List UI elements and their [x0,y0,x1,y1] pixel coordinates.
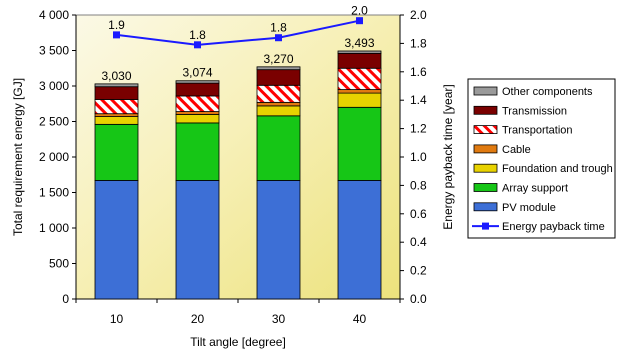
legend-label-pv-module: PV module [502,202,556,214]
total-labels-group: 3,030 3,074 3,270 3,493 [101,36,374,83]
bar-segment-cable [94,113,139,117]
total-value-label: 3,030 [101,69,131,83]
legend-swatch-array-support [473,183,498,192]
right-tick-label: 0.8 [410,178,427,192]
bar-segment-pv-module [94,180,139,300]
legend-label-energy-payback-time: Energy payback time [502,221,605,233]
payback-time-label: 1.8 [270,21,287,35]
legend-label-cable: Cable [502,144,531,156]
payback-line-group: 1.9 1.8 1.8 2.0 [108,4,368,49]
legend-swatch-foundation-and-trough [473,163,498,173]
total-value-label: 3,270 [263,52,293,66]
right-tick-label: 0.4 [410,235,427,249]
x-tick-label: 30 [272,312,286,326]
bar-segment-transportation [94,99,139,115]
bar-segment-array-support [94,123,139,181]
payback-time-point [356,17,363,25]
right-tick-label: 0.2 [410,264,427,278]
right-tick-label: 1.8 [410,36,427,50]
payback-time-point [194,41,201,49]
right-tick-label: 0.6 [410,207,427,221]
right-tick-label: 1.2 [410,122,427,136]
left-axis: 0 500 1 000 1 500 2 000 2 500 3 000 3 500 4 000 [39,8,77,306]
bar-segment-array-support [256,115,301,181]
bar-segment-transmission [337,52,382,69]
legend-label-other-components: Other components [502,86,593,98]
bar-segment-cable [337,89,382,94]
right-tick-label: 1.6 [410,65,427,79]
right-tick-label: 2.0 [410,8,427,22]
legend-box [467,78,616,239]
bar-segment-other-components [256,66,301,71]
left-tick-label: 3 500 [39,44,69,58]
y-axis-right-title: Energy payback time [year] [441,84,455,229]
bar-segment-transmission [175,82,220,97]
legend-label-array-support: Array support [502,183,568,195]
bar-segment-pv-module [175,180,220,300]
payback-time-point [113,31,120,39]
payback-time-label: 2.0 [351,4,368,18]
bar-segment-transportation [175,95,220,112]
bars-group [94,50,382,300]
bar-segment-foundation-and-trough [175,114,220,124]
bar-segment-cable [175,111,220,115]
legend: Other components Transmission Transportati… [467,78,616,239]
x-tick-label: 10 [110,312,124,326]
right-tick-label: 1.0 [410,150,427,164]
legend-marker-energy-payback-time [482,222,489,230]
bar-segment-other-components [94,83,139,88]
legend-swatch-transportation [473,125,498,134]
total-value-label: 3,074 [182,66,212,80]
bar-segment-transmission [256,69,301,86]
bar-segment-foundation-and-trough [94,116,139,125]
left-tick-label: 4 000 [39,8,69,22]
x-axis: 10 20 30 40 [75,298,401,326]
legend-swatch-pv-module [473,202,498,212]
legend-swatch-transmission [473,105,498,115]
total-value-label: 3,493 [344,36,374,50]
bar-segment-pv-module [337,180,382,300]
payback-time-label: 1.8 [189,28,206,42]
bar-segment-array-support [175,122,220,181]
right-axis: 0.0 0.2 0.4 0.6 0.8 1.0 1.2 1.4 1.6 1.8 2.0 [399,8,427,306]
payback-time-label: 1.9 [108,18,125,32]
bar-segment-transportation [256,84,301,103]
legend-label-foundation-and-trough: Foundation and trough [502,163,613,175]
payback-time-point [275,34,282,42]
left-tick-label: 1 500 [39,186,69,200]
left-tick-label: 500 [49,257,69,271]
x-axis-title: Tilt angle [degree] [190,335,286,349]
payback-time-line [116,19,360,46]
left-tick-label: 0 [62,292,69,306]
bar-segment-foundation-and-trough [256,105,301,117]
legend-label-transportation: Transportation [502,125,573,137]
x-tick-label: 40 [353,312,367,326]
left-tick-label: 3 000 [39,79,69,93]
bar-segment-array-support [337,106,382,181]
bar-segment-other-components [337,50,382,54]
left-tick-label: 1 000 [39,221,69,235]
bar-segment-foundation-and-trough [337,92,382,108]
bar-segment-transportation [337,67,382,90]
bar-segment-cable [256,101,301,107]
legend-swatch-cable [473,144,498,154]
bar-segment-pv-module [256,180,301,300]
y-axis-left-title: Total requirement energy [GJ] [11,78,25,236]
left-tick-label: 2 000 [39,150,69,164]
left-tick-label: 2 500 [39,115,69,129]
legend-swatch-other-components [473,86,498,96]
legend-label-transmission: Transmission [502,105,567,117]
right-tick-label: 0.0 [410,292,427,306]
right-tick-label: 1.4 [410,93,427,107]
x-tick-label: 20 [191,312,205,326]
bar-segment-other-components [175,80,220,84]
bar-segment-transmission [94,86,139,100]
